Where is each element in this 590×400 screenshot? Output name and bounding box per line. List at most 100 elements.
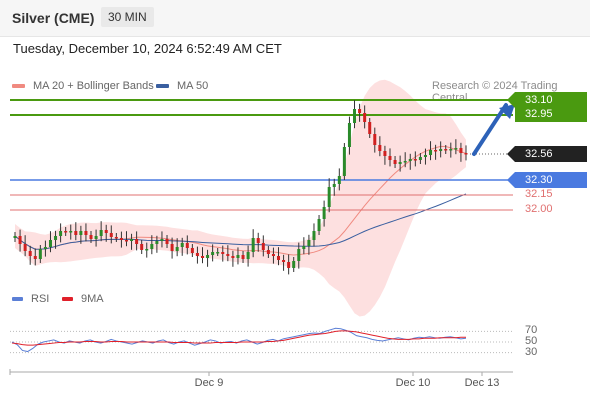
candle-body (216, 252, 220, 254)
candle-body (74, 231, 78, 235)
candle-body (190, 248, 194, 253)
candle-body (206, 255, 210, 258)
candle-body (195, 253, 199, 256)
candle-body (439, 149, 443, 151)
x-tick-label: Dec 9 (195, 377, 224, 389)
candle-body (130, 239, 134, 241)
candle-body (145, 249, 149, 251)
candle-body (342, 147, 346, 176)
price-label-32-00: 32.00 (525, 203, 553, 215)
candle-body (54, 236, 58, 240)
candle-body (89, 235, 93, 239)
candle-body (266, 250, 270, 254)
rsi-swatch (12, 297, 23, 301)
candle-body (388, 156, 392, 160)
target-label-33-10: 33.10 (525, 94, 553, 106)
price-tag-32-56: 32.56 (507, 146, 587, 162)
candle-body (33, 256, 37, 259)
rsi-tick-50: 50 (525, 335, 538, 347)
candle-body (449, 149, 453, 151)
candle-body (38, 249, 42, 259)
candle-body (59, 231, 63, 236)
candle-body (119, 238, 123, 240)
candle-body (454, 148, 458, 150)
rsi-9ma-line (11, 330, 466, 346)
candle-body (429, 150, 433, 155)
candle-body (155, 241, 159, 244)
candle-body (317, 219, 321, 231)
candle-body (28, 251, 32, 256)
candle-body (413, 159, 417, 161)
ma9-swatch (62, 297, 73, 301)
candle-body (393, 160, 397, 164)
rsi-label: RSI (31, 293, 50, 305)
candle-body (43, 247, 47, 249)
candle-body (64, 231, 68, 233)
candle-body (211, 252, 215, 255)
rsi-tick-70: 70 (525, 324, 538, 337)
candle-body (165, 239, 169, 244)
candle-body (418, 157, 422, 160)
legend-9ma: 9MA (62, 293, 104, 305)
candle-body (332, 184, 336, 187)
candle-body (170, 244, 174, 251)
candle-body (124, 240, 128, 242)
candle-body (307, 240, 311, 246)
candle-body (231, 256, 235, 258)
legend-rsi: RSI (12, 293, 49, 305)
candle-body (135, 239, 139, 244)
candle-body (322, 207, 326, 219)
candle-body (114, 237, 118, 239)
chart-header: Silver (CME) 30 MIN (0, 0, 590, 37)
candle-body (444, 149, 448, 151)
ma20-swatch (12, 84, 25, 88)
candle-body (200, 256, 204, 258)
candle-body (277, 256, 281, 260)
candle-body (18, 236, 22, 244)
candle-body (363, 113, 367, 122)
candle-body (226, 254, 230, 256)
candle-body (347, 123, 351, 147)
candle-body (261, 243, 265, 250)
candle-body (403, 161, 407, 163)
bollinger-band (15, 79, 466, 317)
candle-body (140, 244, 144, 250)
ma20-label: MA 20 + Bollinger Bands (33, 80, 154, 92)
candle-body (109, 233, 113, 237)
timestamp: Tuesday, December 10, 2024 6:52:49 AM CE… (13, 41, 282, 56)
target-label-32-95: 32.95 (525, 108, 553, 120)
instrument-title: Silver (CME) (12, 10, 95, 26)
timeframe-button[interactable]: 30 MIN (101, 7, 154, 27)
candle-body (69, 231, 73, 233)
candle-body (373, 134, 377, 145)
candle-body (312, 231, 316, 240)
rsi-tick-30: 30 (525, 345, 538, 358)
candle-body (48, 240, 52, 247)
target-tag: 33.10 32.95 (507, 92, 587, 122)
candle-body (236, 255, 240, 258)
candle-body (423, 155, 427, 157)
candle-body (358, 109, 362, 113)
candle-body (464, 153, 468, 155)
candle-body (241, 255, 245, 259)
ma9-label: 9MA (81, 293, 104, 305)
candle-body (302, 246, 306, 249)
candle-body (160, 239, 164, 241)
candle-body (175, 247, 179, 251)
candle-body (79, 231, 83, 235)
legend-ma50: MA 50 (156, 80, 208, 92)
ma50-swatch (156, 84, 169, 88)
candle-body (353, 109, 357, 123)
price-label-32-15: 32.15 (525, 188, 553, 200)
candle-body (251, 238, 255, 252)
candle-body (434, 150, 438, 152)
candle-body (271, 254, 275, 256)
candle-body (292, 261, 296, 268)
candle-body (459, 148, 463, 153)
candle-body (246, 252, 250, 259)
candle-body (221, 252, 225, 254)
candle-body (337, 176, 341, 184)
candle-body (297, 249, 301, 261)
target-arrow-shaft (472, 103, 508, 156)
